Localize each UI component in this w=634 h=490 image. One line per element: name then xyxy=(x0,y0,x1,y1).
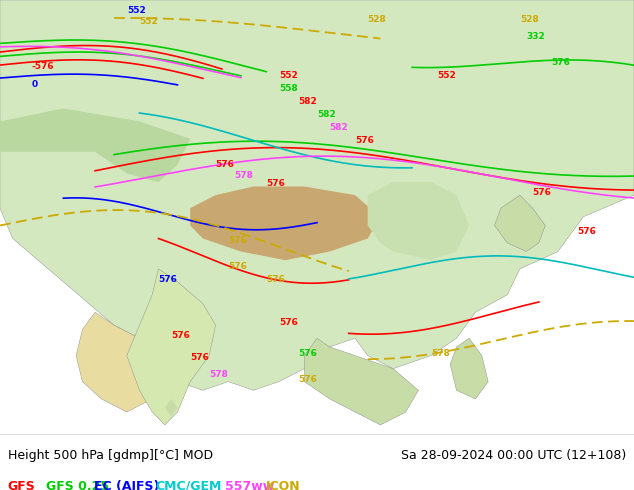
Text: 576: 576 xyxy=(216,160,235,169)
Text: 576: 576 xyxy=(355,136,374,145)
Text: 576: 576 xyxy=(279,318,298,327)
Text: 576: 576 xyxy=(533,188,552,197)
Text: 576: 576 xyxy=(577,227,596,236)
Text: 552: 552 xyxy=(127,6,146,15)
Text: 582: 582 xyxy=(298,97,317,106)
Polygon shape xyxy=(495,195,545,251)
Text: 552: 552 xyxy=(437,71,456,80)
Text: CMC/GEM: CMC/GEM xyxy=(155,480,222,490)
Text: GFS: GFS xyxy=(8,480,36,490)
Text: EC (AIFS): EC (AIFS) xyxy=(94,480,159,490)
Text: Sa 28-09-2024 00:00 UTC (12+108): Sa 28-09-2024 00:00 UTC (12+108) xyxy=(401,449,626,463)
Text: 558: 558 xyxy=(279,84,298,93)
Text: 576: 576 xyxy=(190,353,209,362)
Text: 582: 582 xyxy=(317,110,336,119)
Text: 552: 552 xyxy=(279,71,298,80)
Text: 576: 576 xyxy=(298,375,317,384)
Text: 576: 576 xyxy=(228,262,247,271)
Text: 578: 578 xyxy=(209,370,228,379)
Text: 576: 576 xyxy=(171,331,190,340)
Text: 576: 576 xyxy=(552,58,571,67)
Text: GFS 0.25: GFS 0.25 xyxy=(46,480,109,490)
Polygon shape xyxy=(76,312,178,412)
Text: ICON: ICON xyxy=(266,480,301,490)
Polygon shape xyxy=(304,338,418,425)
Text: 578: 578 xyxy=(235,171,254,180)
Text: 576: 576 xyxy=(298,348,317,358)
Text: 576: 576 xyxy=(266,179,285,189)
Polygon shape xyxy=(127,269,216,425)
Text: 576: 576 xyxy=(158,275,178,284)
Text: 332: 332 xyxy=(526,32,545,41)
Text: 576: 576 xyxy=(228,236,247,245)
Polygon shape xyxy=(368,182,469,260)
Text: -576: -576 xyxy=(32,62,55,72)
Polygon shape xyxy=(190,187,380,260)
Text: 528: 528 xyxy=(520,15,539,24)
Text: 0: 0 xyxy=(32,80,38,89)
Polygon shape xyxy=(450,338,488,399)
Text: Height 500 hPa [gdmp][°C] MOD: Height 500 hPa [gdmp][°C] MOD xyxy=(8,449,213,463)
Polygon shape xyxy=(0,0,634,390)
Text: 578: 578 xyxy=(431,348,450,358)
Text: 582: 582 xyxy=(330,123,349,132)
Polygon shape xyxy=(165,399,178,416)
Text: 552: 552 xyxy=(139,17,158,26)
Text: 557ww: 557ww xyxy=(225,480,275,490)
Text: 576: 576 xyxy=(266,275,285,284)
Text: 528: 528 xyxy=(368,15,387,24)
Polygon shape xyxy=(0,108,190,182)
